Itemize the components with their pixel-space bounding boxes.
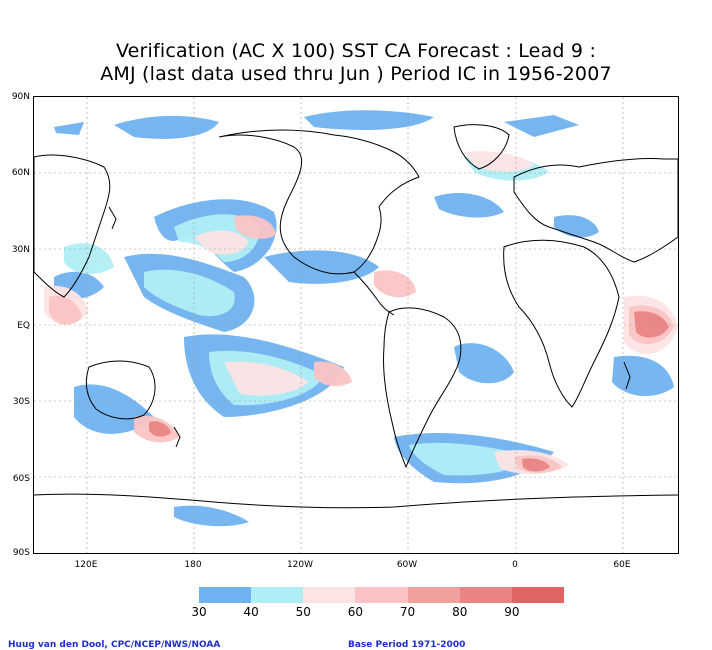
legend-label-60: 60 bbox=[347, 605, 364, 619]
lat-label-90n: 90N bbox=[11, 92, 30, 102]
lon-label-60w: 60W bbox=[396, 560, 418, 570]
legend-swatch-0 bbox=[199, 587, 252, 603]
legend-swatch-4 bbox=[407, 587, 460, 603]
lat-label-eq: EQ bbox=[17, 321, 30, 331]
lon-label-120w: 120W bbox=[286, 560, 314, 570]
lon-label-120e: 120E bbox=[74, 560, 98, 570]
credit-author: Huug van den Dool, CPC/NCEP/NWS/NOAA bbox=[8, 640, 221, 650]
lat-label-60s: 60S bbox=[12, 474, 30, 484]
shading-blue bbox=[54, 110, 674, 527]
chart-title-line-1: Verification (AC X 100) SST CA Forecast … bbox=[115, 40, 597, 62]
legend-label-30: 30 bbox=[191, 605, 207, 619]
chart-title-line-2: AMJ (last data used thru Jun ) Period IC… bbox=[100, 63, 612, 85]
sst-correlation-map bbox=[33, 96, 679, 554]
lon-label-0: 0 bbox=[512, 560, 518, 570]
lon-label-180: 180 bbox=[184, 560, 202, 570]
credit-base-period: Base Period 1971-2000 bbox=[348, 640, 466, 650]
legend-swatch-2 bbox=[303, 587, 356, 603]
shading-pink bbox=[49, 215, 674, 473]
legend-label-90: 90 bbox=[504, 605, 520, 619]
legend-swatch-5 bbox=[459, 587, 512, 603]
map-canvas bbox=[34, 97, 678, 553]
legend-swatch-3 bbox=[355, 587, 408, 603]
grid-lines bbox=[34, 97, 678, 553]
lat-label-30n: 30N bbox=[11, 245, 30, 255]
lon-label-60e: 60E bbox=[613, 560, 631, 570]
legend-swatch-1 bbox=[251, 587, 304, 603]
legend-label-40: 40 bbox=[243, 605, 259, 619]
legend-swatch-6 bbox=[511, 587, 564, 603]
legend-label-80: 80 bbox=[452, 605, 468, 619]
lat-label-30s: 30S bbox=[12, 397, 30, 407]
lat-label-60n: 60N bbox=[11, 168, 30, 178]
legend-label-50: 50 bbox=[295, 605, 311, 619]
shading-red bbox=[149, 311, 669, 472]
legend-label-70: 70 bbox=[399, 605, 416, 619]
lat-label-90s: 90S bbox=[12, 548, 30, 558]
coastlines bbox=[34, 124, 678, 509]
color-legend bbox=[199, 587, 564, 603]
